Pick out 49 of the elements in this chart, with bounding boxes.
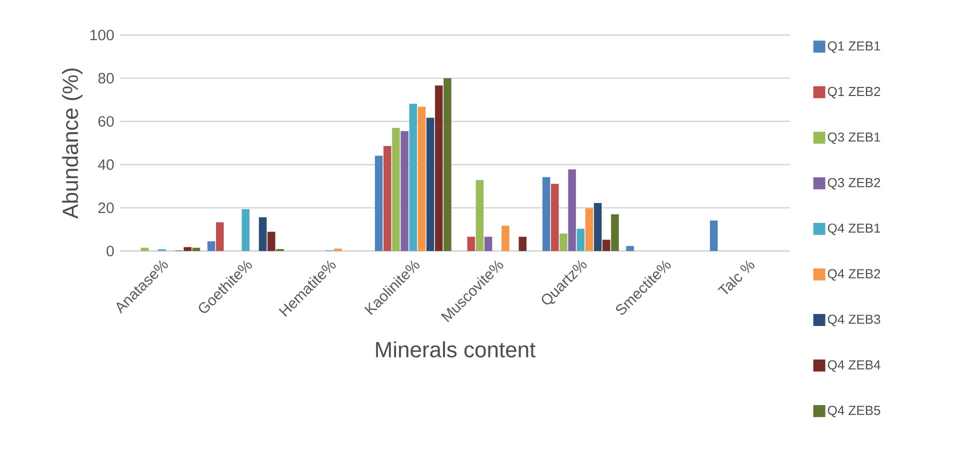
bar (242, 209, 250, 251)
bar (611, 214, 619, 251)
y-tick-label: 80 (98, 72, 114, 84)
bar (216, 222, 224, 251)
bar (484, 236, 492, 251)
bar (560, 234, 568, 251)
bar (258, 217, 267, 251)
legend-label: Q4 ZEB2 (828, 269, 880, 281)
bar (434, 86, 443, 251)
bar (467, 236, 476, 251)
bar (426, 118, 434, 251)
bar (374, 156, 383, 251)
bar (400, 131, 408, 251)
y-tick-label: 40 (98, 159, 114, 170)
bar (594, 203, 602, 251)
bar (502, 226, 510, 251)
bar (409, 104, 418, 251)
y-axis-title: Abundance (%) (62, 68, 82, 219)
bar (585, 208, 594, 251)
legend-label: Q4 ZEB1 (828, 224, 880, 236)
bar (710, 220, 718, 251)
bar (267, 232, 276, 251)
bar (383, 146, 392, 251)
bar (418, 106, 426, 251)
bar (207, 241, 216, 251)
y-tick-label: 0 (106, 246, 114, 256)
y-tick-label: 100 (90, 30, 114, 40)
y-tick-label: 60 (98, 116, 114, 127)
bar (602, 240, 610, 251)
bar (626, 246, 634, 251)
bar (476, 180, 484, 251)
legend-label: Q3 ZEB2 (828, 178, 880, 190)
legend-label: Q4 ZEB4 (828, 360, 880, 372)
bar (518, 236, 527, 251)
legend-label: Q1 ZEB1 (828, 41, 880, 53)
bar (444, 78, 452, 251)
y-tick-label: 20 (98, 202, 114, 214)
bar (184, 247, 192, 251)
legend-label: Q3 ZEB1 (828, 132, 880, 144)
legend-label: Q4 ZEB3 (828, 314, 880, 326)
bar (576, 228, 585, 251)
legend-label: Q4 ZEB5 (828, 406, 880, 418)
bar (568, 169, 576, 251)
legend-label: Q1 ZEB2 (828, 86, 880, 98)
x-tick-label: Talc % (718, 260, 754, 294)
bar (542, 177, 550, 251)
x-axis-title: Minerals content (376, 341, 536, 358)
bar (551, 184, 559, 251)
bar (392, 128, 400, 251)
